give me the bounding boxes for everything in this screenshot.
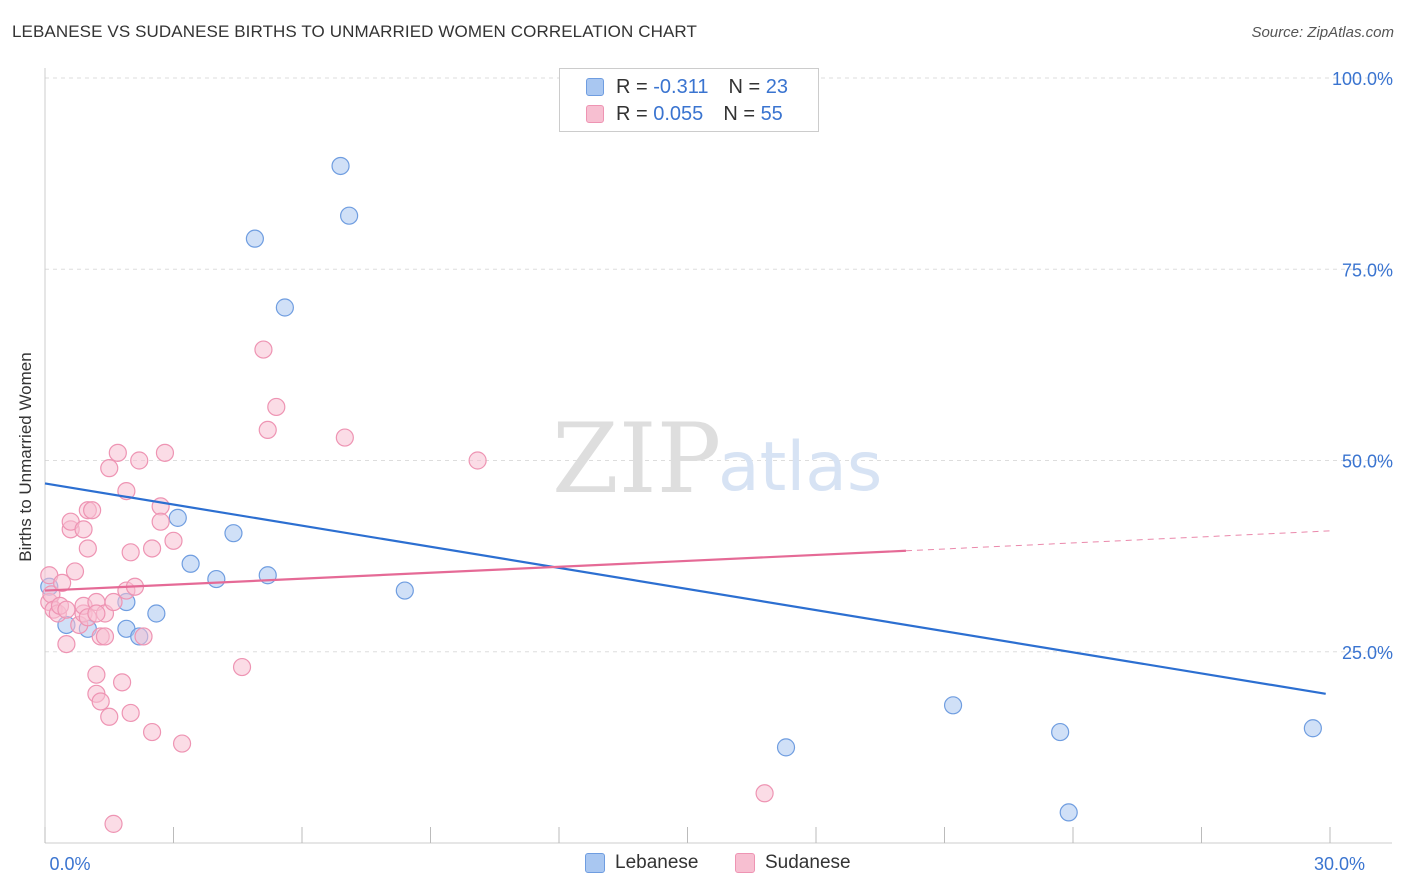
tick-labels: 25.0% 50.0% 75.0% 100.0% 0.0% 30.0%: [49, 69, 1393, 874]
source-label: Source: ZipAtlas.com: [1251, 24, 1394, 41]
axes: [44, 68, 1392, 844]
sudanese-point: [95, 627, 115, 646]
sudanese-trend-extension: [905, 530, 1331, 552]
lebanese-trend-line: [44, 482, 1326, 695]
sudanese-point: [53, 573, 72, 593]
lebanese-point: [207, 569, 226, 589]
legend-label: Lebanese: [615, 852, 699, 873]
sudanese-point: [755, 784, 774, 803]
sudanese-point: [78, 539, 97, 558]
sudanese-trend-line: [44, 549, 907, 592]
r-label: R =: [616, 76, 654, 98]
sudanese-point: [258, 420, 277, 439]
sudanese-point: [65, 562, 85, 581]
sudanese-swatch: [586, 105, 604, 123]
sudanese-point: [104, 814, 123, 833]
sudanese-point: [104, 592, 123, 612]
sudanese-swatch: [735, 853, 755, 873]
stats-text: R = 0.055 N = 55: [616, 102, 783, 126]
sudanese-point: [164, 531, 183, 550]
lebanese-swatch: [586, 78, 604, 96]
sudanese-point: [83, 501, 102, 520]
sudanese-point: [57, 634, 76, 654]
sudanese-point: [335, 428, 354, 447]
sudanese-point: [57, 600, 76, 619]
watermark: ZIP atlas: [552, 403, 882, 515]
sudanese-point: [155, 443, 175, 462]
r-value: 0.055: [653, 103, 704, 125]
lebanese-point: [1059, 803, 1078, 822]
lebanese-point: [1051, 722, 1070, 742]
sudanese-point: [254, 340, 273, 359]
y-tick-label: 25.0%: [1342, 643, 1393, 663]
r-label: R =: [616, 103, 654, 125]
n-value: 55: [760, 103, 783, 125]
r-value: -0.311: [653, 76, 709, 98]
sudanese-point: [151, 512, 170, 531]
lebanese-point: [943, 696, 963, 715]
lebanese-point: [776, 738, 796, 757]
lebanese-point: [181, 554, 200, 573]
sudanese-point: [267, 397, 286, 417]
sudanese-points: [40, 340, 774, 833]
sudanese-point: [130, 451, 149, 470]
trend-lines: [44, 482, 1331, 695]
lebanese-point: [275, 298, 294, 317]
stats-text: R = -0.311 N = 23: [616, 75, 788, 99]
sudanese-point: [121, 703, 140, 723]
sudanese-point: [121, 543, 140, 562]
lebanese-point: [395, 581, 414, 600]
sudanese-point: [142, 722, 162, 742]
sudanese-point: [112, 673, 132, 692]
lebanese-point: [340, 206, 359, 225]
lebanese-point: [168, 508, 187, 527]
x-tick-label: 0.0%: [49, 854, 90, 874]
sudanese-point: [87, 604, 106, 623]
legend-label: Sudanese: [765, 852, 851, 873]
lebanese-swatch: [585, 853, 605, 873]
lebanese-point: [147, 604, 166, 623]
y-tick-label: 100.0%: [1332, 69, 1393, 89]
n-label: N =: [728, 76, 766, 98]
y-tick-label: 75.0%: [1342, 260, 1393, 280]
n-value: 23: [765, 76, 788, 98]
sudanese-point: [142, 539, 162, 558]
lebanese-point: [224, 524, 243, 543]
x-tick-label: 30.0%: [1314, 854, 1365, 874]
stats-legend: R = -0.311 N = 23 R = 0.055 N = 55: [559, 68, 819, 132]
sudanese-point: [100, 707, 119, 726]
lebanese-point: [331, 156, 350, 176]
watermark-atlas-text: atlas: [718, 428, 882, 507]
sudanese-point: [172, 734, 192, 753]
y-tick-label: 50.0%: [1342, 452, 1393, 472]
lebanese-point: [245, 229, 264, 248]
sudanese-point: [100, 459, 119, 478]
sudanese-point: [74, 520, 93, 539]
sudanese-point: [232, 657, 252, 677]
gridlines: [45, 77, 1392, 653]
sudanese-point: [87, 665, 106, 684]
watermark-zip-text: ZIP: [552, 403, 721, 515]
lebanese-point: [1303, 719, 1322, 738]
n-label: N =: [723, 103, 761, 125]
sudanese-point: [108, 443, 127, 462]
chart-title: LEBANESE VS SUDANESE BIRTHS TO UNMARRIED…: [12, 22, 697, 41]
sudanese-point: [134, 627, 153, 646]
sudanese-point: [91, 692, 110, 711]
sudanese-point: [468, 451, 487, 470]
